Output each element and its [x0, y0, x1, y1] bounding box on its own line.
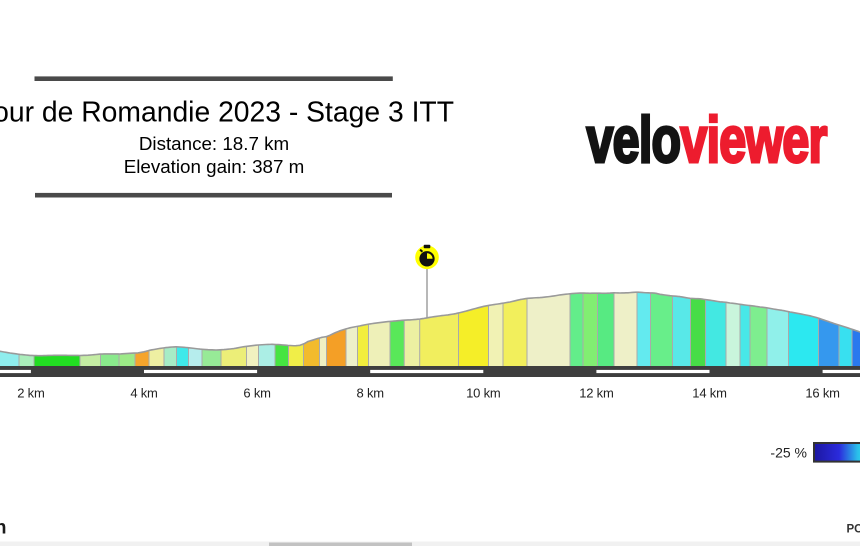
- svg-text:4 km: 4 km: [130, 386, 157, 401]
- svg-text:10 km: 10 km: [466, 386, 500, 401]
- svg-text:6 km: 6 km: [243, 386, 270, 401]
- svg-text:Distance: 18.7 km: Distance: 18.7 km: [139, 133, 289, 154]
- svg-text:16 km: 16 km: [805, 386, 839, 401]
- svg-text:8 km: 8 km: [357, 386, 384, 401]
- svg-text:Elevation gain: 387 m: Elevation gain: 387 m: [124, 156, 305, 177]
- svg-text:14 km: 14 km: [692, 386, 726, 401]
- svg-text:Tour de Romandie 2023 - Stage: Tour de Romandie 2023 - Stage 3 ITT: [0, 96, 454, 128]
- svg-text:2 km: 2 km: [17, 386, 44, 401]
- svg-text:veloviewer: veloviewer: [587, 104, 828, 177]
- svg-text:POWERED BY: POWERED BY: [847, 524, 860, 536]
- svg-text:-25 %: -25 %: [770, 445, 807, 461]
- svg-text:Elevation: Elevation: [0, 518, 6, 539]
- svg-text:12 km: 12 km: [579, 386, 613, 401]
